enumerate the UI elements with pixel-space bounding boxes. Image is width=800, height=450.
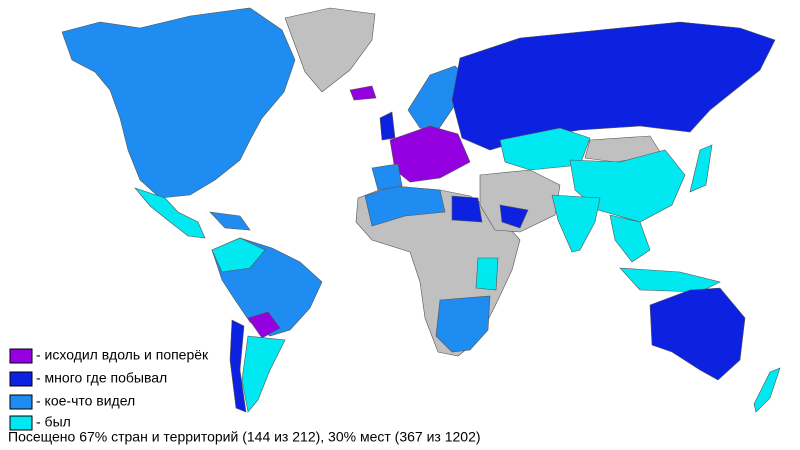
legend-label: - был	[36, 414, 71, 430]
land	[61, 7, 781, 413]
uk	[379, 111, 396, 141]
legend-label: - исходил вдоль и поперёк	[36, 347, 209, 363]
japan	[689, 144, 713, 193]
russia	[451, 21, 776, 151]
middle-east	[479, 169, 561, 233]
argentina	[241, 335, 286, 413]
new-zealand	[753, 367, 781, 413]
indonesia	[619, 267, 721, 293]
east-africa	[475, 257, 499, 291]
legend-swatch	[9, 415, 33, 431]
chile	[229, 319, 247, 413]
bolivia-paraguay	[247, 311, 281, 339]
iberia	[371, 163, 403, 191]
arabia-east	[499, 204, 529, 229]
caribbean	[209, 211, 251, 231]
southern-africa	[435, 295, 491, 353]
india	[551, 194, 601, 253]
mexico	[134, 187, 206, 239]
north-america	[61, 7, 296, 199]
footer: Посещено 67% стран и территорий (144 из …	[8, 429, 481, 445]
legend-label: - много где побывал	[36, 370, 167, 386]
legend-swatch	[9, 371, 33, 387]
australia	[649, 287, 746, 381]
legend: - исходил вдоль и поперёк - много где по…	[9, 347, 209, 431]
greenland	[284, 7, 376, 93]
iceland	[349, 85, 377, 101]
legend-label: - кое-что видел	[36, 393, 135, 409]
egypt	[451, 195, 483, 223]
legend-swatch	[9, 394, 33, 410]
se-asia	[609, 214, 651, 263]
venezuela-colombia	[211, 237, 266, 273]
legend-swatch	[9, 348, 33, 364]
central-europe	[389, 125, 471, 183]
